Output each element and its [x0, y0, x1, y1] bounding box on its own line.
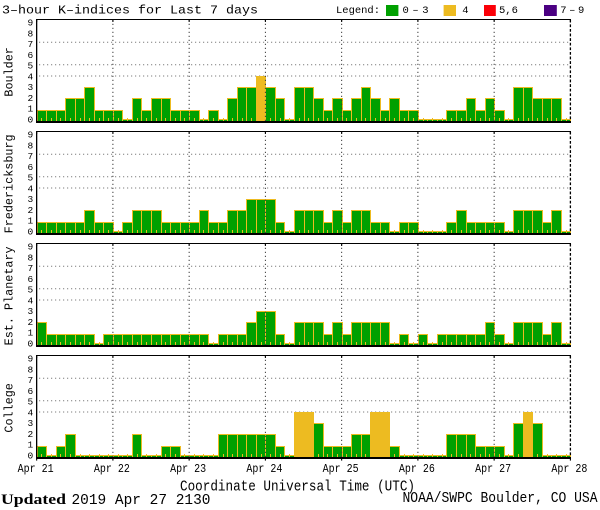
svg-text:7: 7	[27, 375, 33, 386]
svg-text:2: 2	[27, 205, 33, 216]
svg-text:5,6: 5,6	[499, 5, 518, 17]
svg-text:4: 4	[27, 407, 33, 418]
svg-text:1: 1	[27, 328, 33, 339]
svg-text:Fredericksburg: Fredericksburg	[3, 134, 16, 233]
svg-text:3: 3	[27, 82, 33, 93]
svg-text:6: 6	[27, 162, 33, 173]
svg-text:Apr 25: Apr 25	[323, 463, 359, 476]
svg-text:5: 5	[27, 173, 33, 184]
svg-text:Apr 24: Apr 24	[246, 463, 282, 476]
svg-text:2: 2	[27, 93, 33, 104]
svg-text:7: 7	[27, 39, 33, 50]
svg-text:8: 8	[27, 28, 33, 39]
svg-text:Apr 21: Apr 21	[18, 463, 54, 476]
svg-text:2019 Apr 27 2130: 2019 Apr 27 2130	[72, 492, 211, 509]
svg-text:6: 6	[27, 386, 33, 397]
svg-text:0: 0	[27, 226, 33, 237]
svg-text:1: 1	[27, 104, 33, 115]
svg-text:3: 3	[27, 194, 33, 205]
svg-text:Updated: Updated	[1, 492, 67, 508]
svg-text:4: 4	[27, 71, 33, 82]
svg-text:Legend:: Legend:	[336, 5, 380, 17]
svg-text:7: 7	[27, 151, 33, 162]
svg-text:Coordinate Universal Time (UTC: Coordinate Universal Time (UTC)	[180, 478, 415, 495]
svg-text:8: 8	[27, 364, 33, 375]
svg-text:8: 8	[27, 140, 33, 151]
svg-text:9: 9	[27, 242, 33, 253]
svg-text:9: 9	[27, 354, 33, 365]
svg-text:7: 7	[27, 263, 33, 274]
svg-text:Est. Planetary: Est. Planetary	[3, 246, 16, 345]
svg-text:9: 9	[27, 130, 33, 141]
svg-text:5: 5	[27, 397, 33, 408]
svg-text:1: 1	[27, 440, 33, 451]
svg-text:9: 9	[27, 18, 33, 29]
svg-text:5: 5	[27, 285, 33, 296]
svg-text:4: 4	[462, 5, 468, 17]
svg-text:Apr 26: Apr 26	[399, 463, 435, 476]
svg-text:6: 6	[27, 274, 33, 285]
svg-text:3: 3	[27, 418, 33, 429]
svg-text:Apr 23: Apr 23	[170, 463, 206, 476]
svg-text:7–9: 7–9	[560, 5, 587, 17]
svg-text:NOAA/SWPC Boulder, CO USA: NOAA/SWPC Boulder, CO USA	[403, 490, 598, 507]
svg-text:0: 0	[27, 450, 33, 461]
svg-text:5: 5	[27, 61, 33, 72]
svg-text:Apr 27: Apr 27	[475, 463, 511, 476]
svg-text:3: 3	[27, 306, 33, 317]
svg-text:3–hour K–indices for Last 7 da: 3–hour K–indices for Last 7 days	[2, 3, 258, 17]
svg-text:0–3: 0–3	[403, 5, 433, 17]
svg-text:6: 6	[27, 50, 33, 61]
svg-text:1: 1	[27, 216, 33, 227]
svg-text:0: 0	[27, 338, 33, 349]
svg-text:Boulder: Boulder	[3, 47, 16, 97]
svg-text:2: 2	[27, 317, 33, 328]
svg-text:Apr 22: Apr 22	[94, 463, 130, 476]
svg-text:4: 4	[27, 295, 33, 306]
svg-text:4: 4	[27, 183, 33, 194]
svg-text:8: 8	[27, 252, 33, 263]
svg-text:2: 2	[27, 429, 33, 440]
svg-text:College: College	[3, 383, 16, 433]
svg-text:0: 0	[27, 114, 33, 125]
svg-text:Apr 28: Apr 28	[551, 463, 587, 476]
